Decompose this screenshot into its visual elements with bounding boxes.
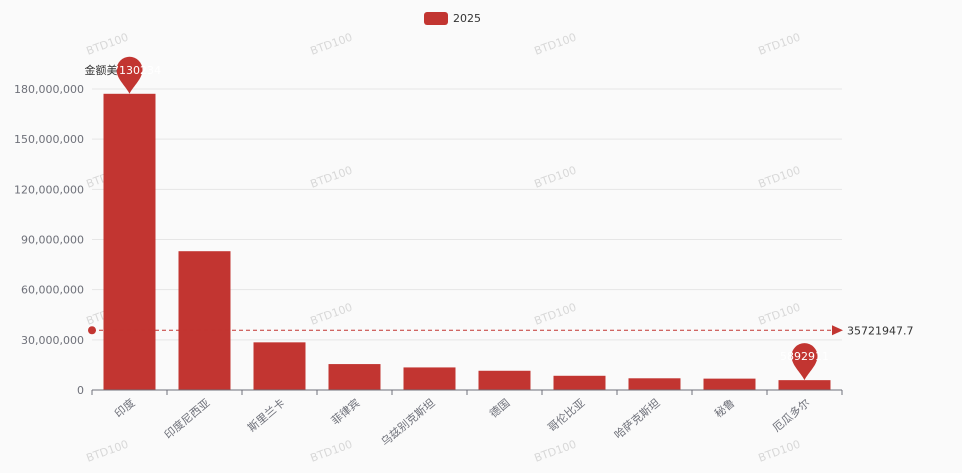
x-axis: 印度 印度尼西亚 斯里兰卡 菲律宾 乌兹别克斯坦 德国 哥伦比亚 哈萨克斯坦 秘鲁 厄瓜多尔 <box>91 389 843 449</box>
max-marker-label: 177130234 <box>98 64 161 77</box>
watermark-text: BTD100 <box>757 301 803 328</box>
bars <box>103 93 831 390</box>
average-line-arrow <box>832 325 843 336</box>
watermark-text: BTD100 <box>309 438 355 465</box>
y-tick-label: 60,000,000 <box>21 284 84 297</box>
x-tick-label: 哈萨克斯坦 <box>611 396 662 442</box>
legend-label: 2025 <box>453 12 481 25</box>
x-tick-label: 秘鲁 <box>712 396 738 421</box>
min-marker-label: 5892911 <box>780 350 829 363</box>
watermark-text: BTD100 <box>533 164 579 191</box>
bar <box>778 380 831 390</box>
average-line: 35721947.7 <box>88 324 913 337</box>
watermark-text: BTD100 <box>757 164 803 191</box>
bar <box>178 251 231 390</box>
x-tick-label: 印度尼西亚 <box>161 396 212 442</box>
max-marker <box>116 56 143 94</box>
bar <box>553 375 606 390</box>
min-marker <box>791 343 818 381</box>
watermark-text: BTD100 <box>757 438 803 465</box>
max-marker-prefix: 金额美 <box>85 63 118 77</box>
x-tick-label: 斯里兰卡 <box>245 396 287 434</box>
watermark-text: BTD100 <box>757 31 803 58</box>
watermark-text: BTD100 <box>85 438 131 465</box>
y-tick-label: 180,000,000 <box>14 83 84 96</box>
average-line-label: 35721947.7 <box>847 324 913 337</box>
bar <box>103 93 156 390</box>
bar <box>703 378 756 390</box>
watermark-text: BTD100 <box>533 438 579 465</box>
bar <box>253 342 306 390</box>
watermark-text: BTD100 <box>533 31 579 58</box>
bar <box>628 378 681 390</box>
x-tick-label: 菲律宾 <box>328 396 362 428</box>
bar <box>328 364 381 390</box>
watermark-text: BTD100 <box>309 301 355 328</box>
bar <box>403 367 456 390</box>
x-tick-label: 乌兹别克斯坦 <box>378 396 438 449</box>
y-axis: 0 30,000,000 60,000,000 90,000,000 120,000,0… <box>14 83 84 397</box>
y-tick-label: 90,000,000 <box>21 234 84 247</box>
y-tick-label: 0 <box>77 384 84 397</box>
watermark-layer: BTD100 BTD100 BTD100 BTD100 BTD100 BTD100 BTD1… <box>85 31 803 465</box>
bar <box>478 370 531 390</box>
y-tick-label: 30,000,000 <box>21 334 84 347</box>
watermark-text: BTD100 <box>533 301 579 328</box>
watermark-text: BTD100 <box>309 164 355 191</box>
legend[interactable]: 2025 <box>424 12 481 25</box>
watermark-text: BTD100 <box>85 31 131 58</box>
x-tick-label: 哥伦比亚 <box>545 396 588 435</box>
x-tick-label: 印度 <box>112 396 138 421</box>
watermark-text: BTD100 <box>309 31 355 58</box>
y-tick-label: 150,000,000 <box>14 133 84 146</box>
x-tick-label: 厄瓜多尔 <box>770 396 813 435</box>
x-tick-label: 德国 <box>487 396 513 421</box>
y-tick-label: 120,000,000 <box>14 183 84 196</box>
legend-swatch <box>424 12 448 25</box>
